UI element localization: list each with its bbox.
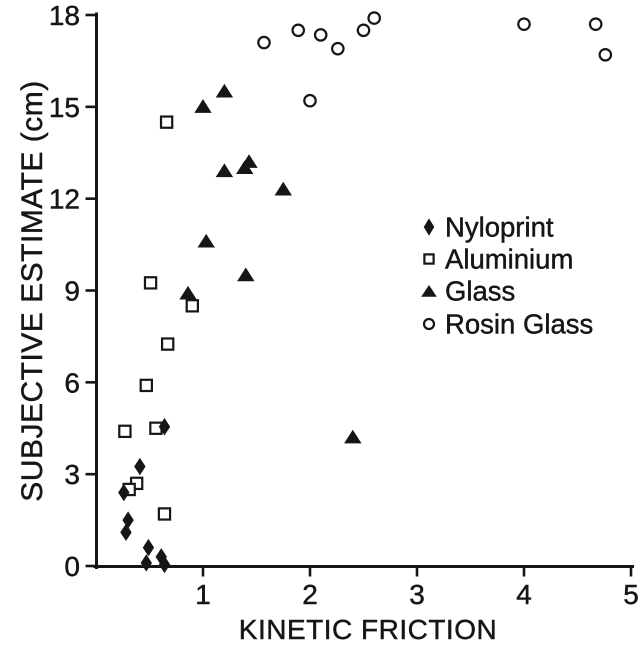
point-aluminium	[139, 378, 153, 393]
legend: Nyloprint Aluminium Glass Rosin Glass	[421, 211, 593, 340]
y-axis-title: SUBJECTIVE ESTIMATE (cm)	[16, 80, 49, 501]
y-tick-label: 3	[64, 459, 80, 490]
y-tick-label: 12	[49, 184, 80, 215]
point-rosin-glass	[313, 28, 328, 42]
point-glass	[240, 154, 258, 168]
legend-rosin-glass-circle-icon	[422, 317, 436, 331]
legend-label-nyloprint: Nyloprint	[445, 212, 554, 243]
point-glass	[179, 285, 197, 300]
x-tick-label: 2	[302, 579, 318, 610]
point-rosin-glass	[331, 41, 345, 56]
point-rosin-glass	[356, 23, 371, 38]
point-aluminium	[118, 424, 132, 439]
legend-label-glass: Glass	[445, 276, 515, 307]
point-nyloprint	[158, 555, 171, 574]
point-aluminium	[157, 507, 172, 521]
point-nyloprint	[142, 538, 155, 557]
point-glass	[215, 163, 234, 178]
point-nyloprint	[120, 523, 132, 542]
point-glass	[197, 233, 215, 248]
x-tick-label: 1	[195, 579, 211, 610]
point-nyloprint	[134, 457, 146, 476]
x-tick-label: 3	[409, 579, 425, 610]
y-tick-label: 9	[64, 276, 80, 307]
point-nyloprint	[140, 554, 152, 572]
x-axis-title: KINETIC FRICTION	[239, 614, 497, 645]
legend-aluminium-square-icon	[423, 253, 435, 265]
x-tick-label: 4	[516, 579, 532, 610]
point-nyloprint	[122, 511, 134, 529]
point-glass	[344, 429, 362, 444]
point-rosin-glass	[303, 93, 317, 108]
point-nyloprint	[155, 548, 167, 566]
point-rosin-glass	[257, 35, 271, 50]
point-aluminium	[143, 276, 158, 290]
point-glass	[274, 181, 292, 196]
point-glass	[215, 83, 234, 98]
x-tick-label: 5	[623, 579, 639, 610]
y-tick-label: 6	[64, 367, 80, 398]
point-glass	[237, 267, 255, 282]
point-aluminium	[159, 115, 174, 129]
point-rosin-glass	[588, 17, 603, 31]
y-tick-label: 0	[64, 551, 80, 582]
point-aluminium	[160, 337, 175, 351]
y-tick-label: 18	[49, 0, 80, 31]
point-aluminium	[185, 299, 199, 313]
legend-label-rosin-glass: Rosin Glass	[445, 309, 593, 340]
legend-label-aluminium: Aluminium	[445, 244, 573, 275]
point-rosin-glass	[291, 23, 306, 38]
point-rosin-glass	[598, 47, 613, 62]
point-rosin-glass	[517, 17, 531, 31]
point-nyloprint	[118, 483, 130, 502]
legend-nyloprint-diamond-icon	[423, 218, 435, 236]
point-glass	[194, 99, 212, 113]
point-rosin-glass	[367, 11, 381, 25]
point-nyloprint	[158, 418, 171, 436]
y-tick-label: 15	[49, 92, 80, 123]
legend-glass-triangle-icon	[421, 285, 437, 297]
data-points	[118, 11, 613, 574]
